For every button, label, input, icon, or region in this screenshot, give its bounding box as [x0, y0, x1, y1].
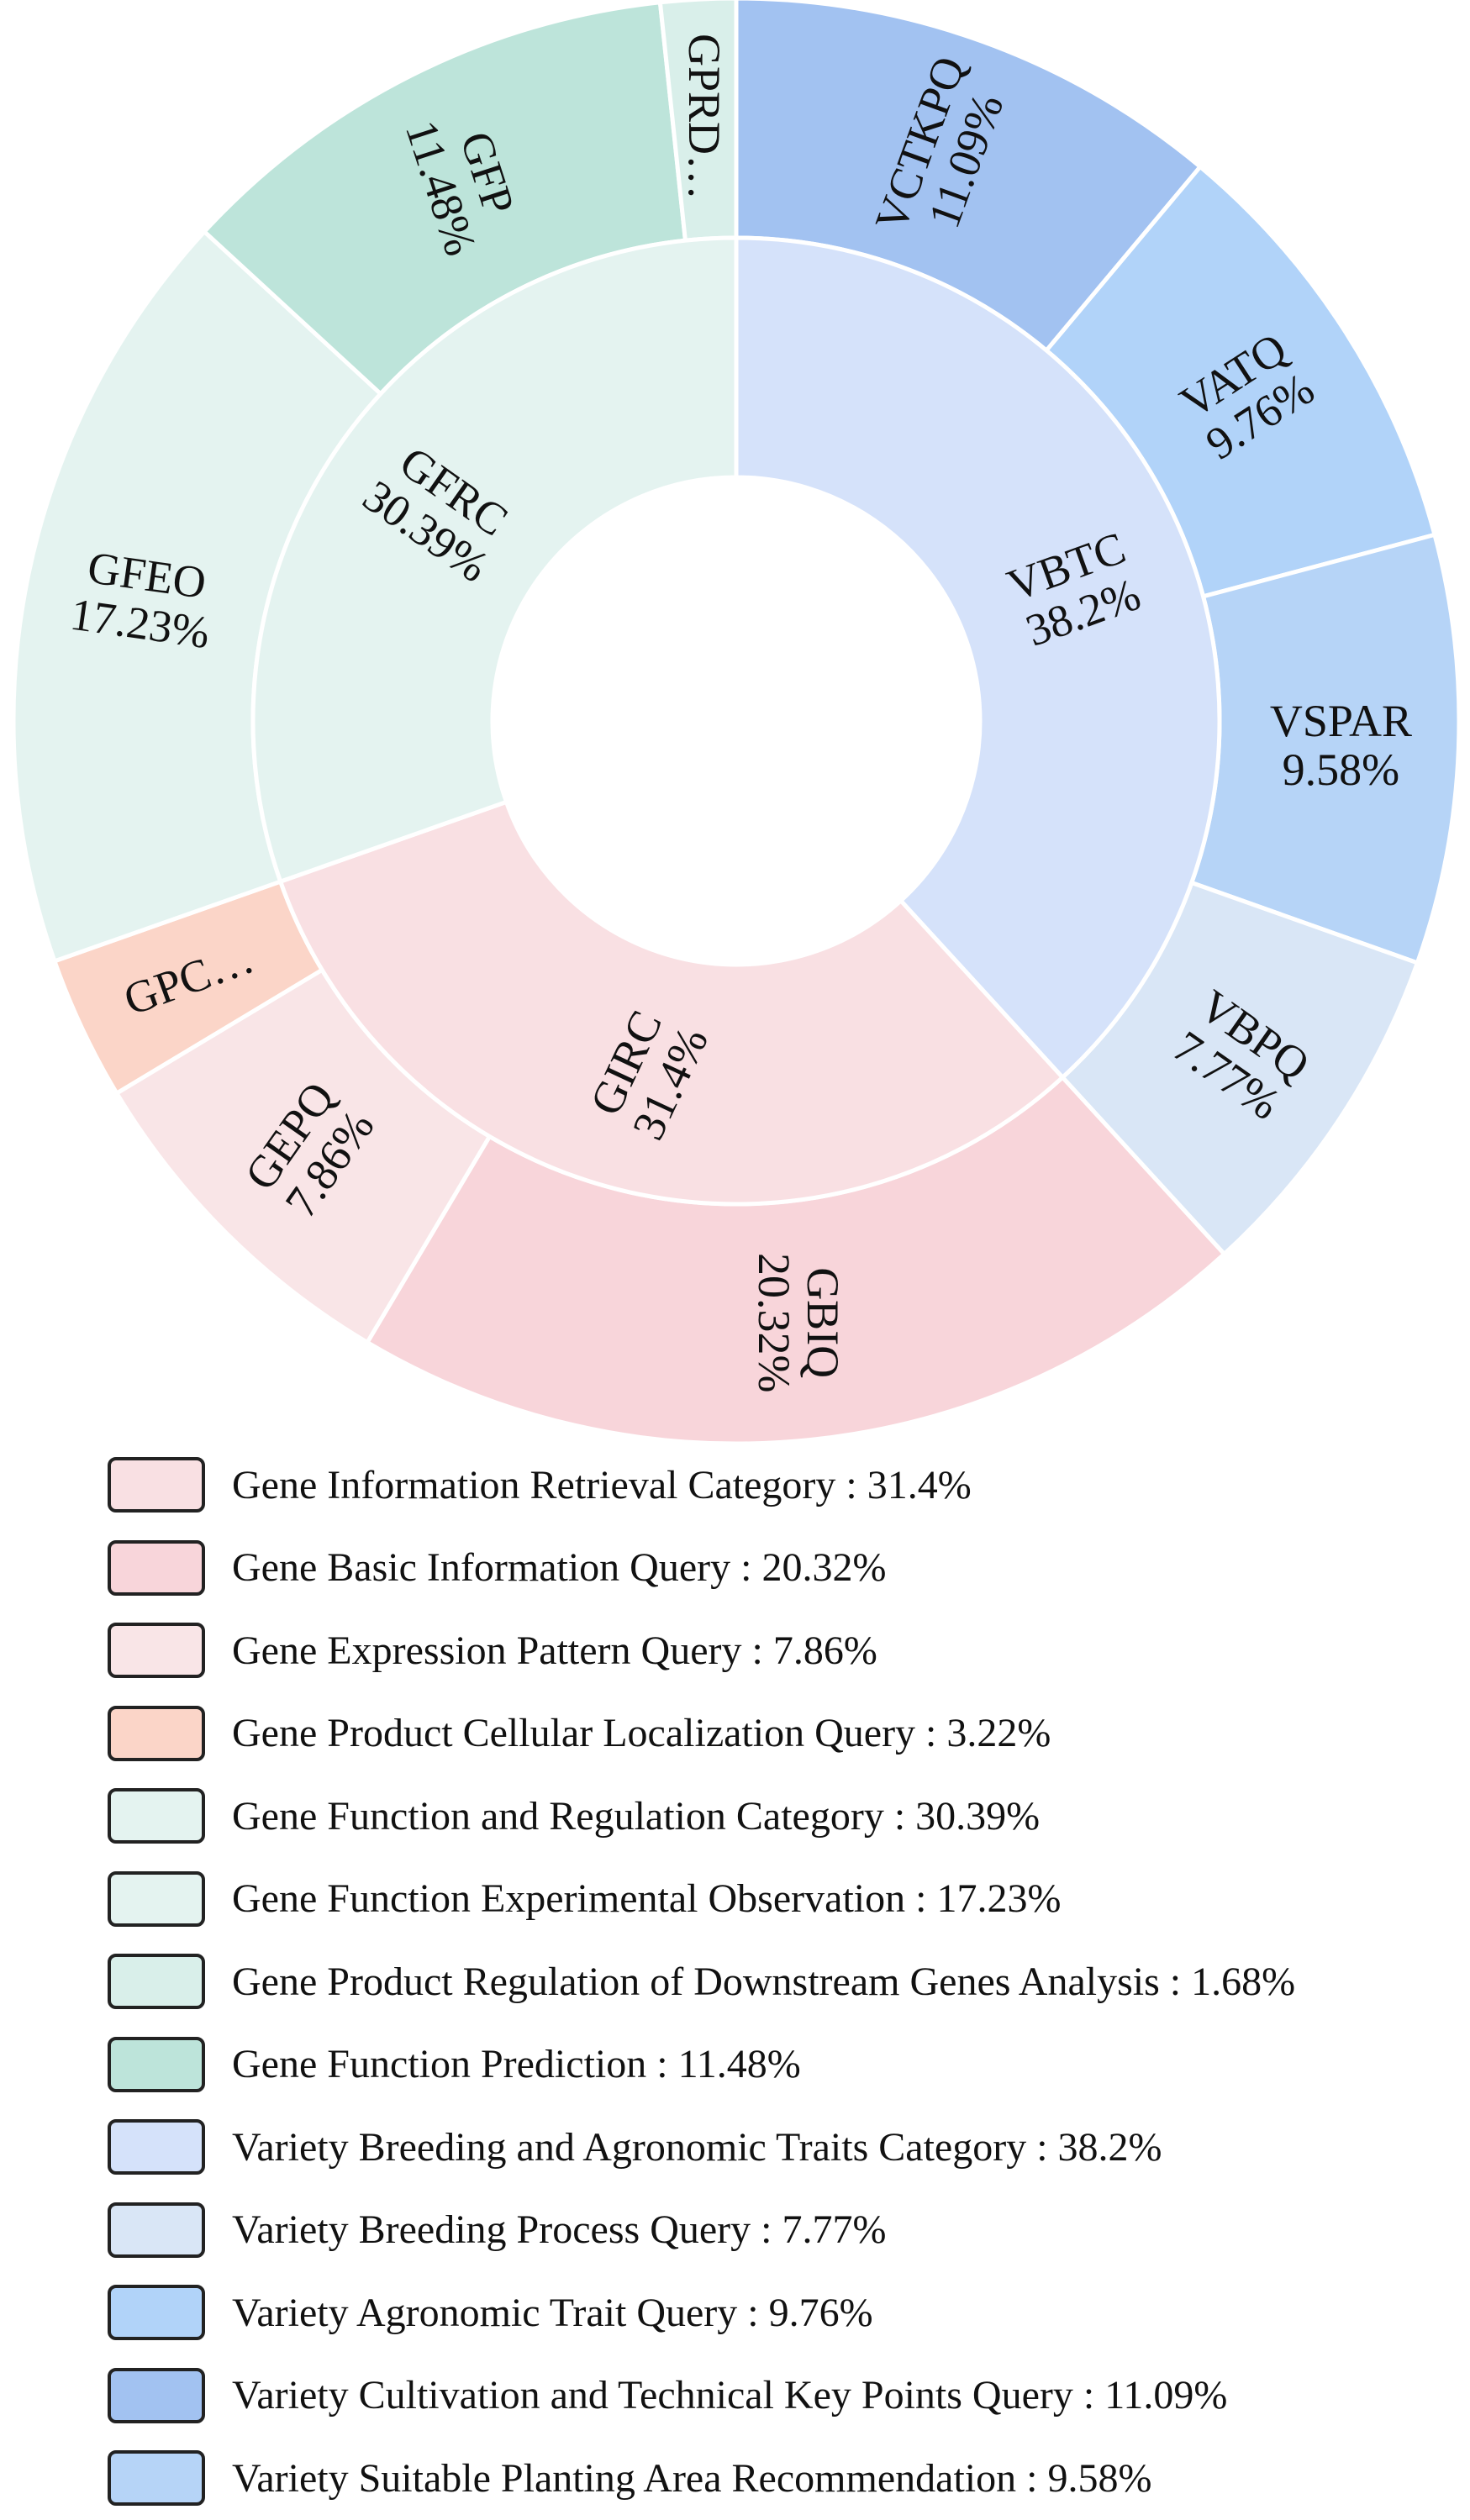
legend-swatch	[108, 1954, 205, 2010]
legend-swatch	[108, 1788, 205, 1844]
nested-donut-chart: VCTKPQ11.09%VATQ9.76%VSPAR9.58%VBPQ7.77%…	[11, 0, 1462, 1445]
legend-item: Variety Suitable Planting Area Recommend…	[108, 2437, 1295, 2520]
legend-item: Gene Function and Regulation Category : …	[108, 1775, 1295, 1858]
legend-label: Variety Agronomic Trait Query : 9.76%	[232, 2290, 873, 2335]
legend-swatch	[108, 2367, 205, 2423]
legend-item: Gene Function Prediction : 11.48%	[108, 2023, 1295, 2107]
legend-swatch	[108, 2202, 205, 2258]
legend-item: Gene Product Cellular Localization Query…	[108, 1692, 1295, 1776]
legend-swatch	[108, 1705, 205, 1761]
legend-item: Variety Cultivation and Technical Key Po…	[108, 2354, 1295, 2438]
legend-item: Gene Basic Information Query : 20.32%	[108, 1527, 1295, 1610]
legend-item: Variety Breeding Process Query : 7.77%	[108, 2189, 1295, 2272]
legend-item: Variety Breeding and Agronomic Traits Ca…	[108, 2106, 1295, 2189]
legend-label: Gene Expression Pattern Query : 7.86%	[232, 1628, 877, 1673]
legend-swatch	[108, 2036, 205, 2092]
legend-item: Gene Information Retrieval Category : 31…	[108, 1444, 1295, 1527]
legend-label: Gene Function Experimental Observation :…	[232, 1876, 1062, 1922]
legend-swatch	[108, 1623, 205, 1679]
legend-label: Gene Function and Regulation Category : …	[232, 1793, 1041, 1839]
legend-swatch	[108, 2285, 205, 2341]
legend-label: Variety Breeding and Agronomic Traits Ca…	[232, 2124, 1162, 2170]
legend-item: Gene Product Regulation of Downstream Ge…	[108, 1940, 1295, 2023]
legend-swatch	[108, 1457, 205, 1513]
legend-label: Variety Suitable Planting Area Recommend…	[232, 2455, 1152, 2501]
outer_ring-label-vspar: VSPAR	[1270, 696, 1412, 746]
outer_ring-label-gbiq: GBIQ	[798, 1267, 848, 1378]
legend-item: Gene Function Experimental Observation :…	[108, 1858, 1295, 1941]
inner_ring-wedge-girc	[277, 799, 1066, 1207]
legend-swatch	[108, 2119, 205, 2175]
legend-label: Gene Information Retrieval Category : 31…	[232, 1462, 972, 1507]
inner_ring-wedge-vbtc	[734, 235, 1222, 1081]
legend-label: Gene Product Cellular Localization Query…	[232, 1711, 1051, 1756]
legend: Gene Information Retrieval Category : 31…	[108, 1444, 1295, 2520]
legend-swatch	[108, 1870, 205, 1927]
legend-swatch	[108, 2450, 205, 2507]
inner-ring	[250, 235, 1222, 1207]
outer_ring-label-gprdga: GPRD…	[679, 34, 730, 200]
legend-item: Variety Agronomic Trait Query : 9.76%	[108, 2271, 1295, 2354]
legend-swatch	[108, 1539, 205, 1596]
outer_ring-value-vspar: 9.58%	[1283, 744, 1399, 795]
legend-label: Variety Cultivation and Technical Key Po…	[232, 2373, 1228, 2418]
outer_ring-value-gbiq: 20.32%	[749, 1253, 799, 1392]
inner_ring-wedge-gfrc	[250, 235, 739, 885]
legend-label: Variety Breeding Process Query : 7.77%	[232, 2207, 887, 2253]
outer-ring	[11, 0, 1462, 1445]
legend-label: Gene Function Prediction : 11.48%	[232, 2042, 801, 2087]
legend-label: Gene Product Regulation of Downstream Ge…	[232, 1959, 1296, 2004]
legend-label: Gene Basic Information Query : 20.32%	[232, 1545, 887, 1591]
legend-item: Gene Expression Pattern Query : 7.86%	[108, 1609, 1295, 1692]
